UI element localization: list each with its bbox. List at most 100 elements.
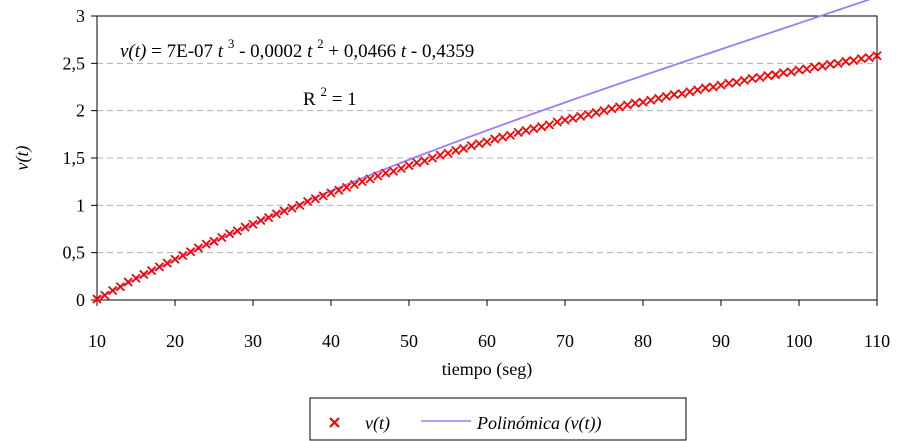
data-point <box>685 87 695 97</box>
data-point <box>318 191 328 201</box>
data-point-stroke <box>848 55 859 66</box>
data-point-stroke <box>412 158 422 168</box>
data-point <box>575 111 586 121</box>
data-point <box>513 127 523 138</box>
data-point-stroke <box>170 254 180 264</box>
data-point <box>677 88 687 99</box>
data-point <box>287 203 297 213</box>
data-point-stroke <box>568 113 578 123</box>
data-point-stroke <box>583 109 594 120</box>
data-point-stroke <box>646 95 656 105</box>
data-point-stroke <box>100 290 110 300</box>
data-point <box>692 85 703 95</box>
equation-var-1: t <box>218 41 224 62</box>
data-point <box>178 250 188 261</box>
data-point <box>809 62 820 72</box>
data-point <box>872 51 882 61</box>
data-point-stroke <box>622 100 633 110</box>
data-point <box>638 97 648 107</box>
data-point <box>349 179 360 190</box>
y-tick-label: 2,5 <box>63 53 86 73</box>
data-point-stroke <box>497 132 508 142</box>
data-point <box>536 122 547 132</box>
y-tick-label: 2 <box>76 101 85 121</box>
data-point-stroke <box>731 77 742 87</box>
data-point-stroke <box>154 262 165 272</box>
data-point-stroke <box>490 134 500 144</box>
data-point <box>653 93 664 103</box>
data-point <box>466 141 477 151</box>
data-point <box>529 124 539 134</box>
data-point-stroke <box>786 67 796 77</box>
trendline-equation: v(t) = 7E-07 t 3 - 0,0002 t 2 + 0,0466 t… <box>120 32 474 62</box>
data-point-stroke <box>653 93 664 103</box>
data-point-stroke <box>396 163 406 174</box>
data-point <box>162 258 172 268</box>
data-point-stroke <box>107 285 118 296</box>
x-tick-label: 10 <box>88 331 106 351</box>
data-point-stroke <box>841 56 851 67</box>
y-tick-label: 0 <box>76 290 85 310</box>
data-point-stroke <box>521 125 531 136</box>
data-point-stroke <box>404 160 414 171</box>
data-point-stroke <box>536 122 547 132</box>
data-point-stroke <box>763 71 773 81</box>
data-point-stroke <box>474 139 484 149</box>
data-point <box>209 236 219 246</box>
data-point-stroke <box>872 51 882 61</box>
y-tick-label: 1 <box>76 195 85 215</box>
legend: v(t) Polinómica (v(t)) <box>309 397 687 441</box>
data-point <box>443 148 453 158</box>
equation-var-3: t <box>401 41 407 62</box>
data-point <box>716 80 726 90</box>
data-point <box>271 209 282 219</box>
data-point-stroke <box>451 145 461 156</box>
data-point-stroke <box>263 213 274 223</box>
data-point-stroke <box>692 85 703 95</box>
legend-box <box>309 397 687 441</box>
data-point-stroke <box>630 98 640 108</box>
x-tick-label: 40 <box>322 331 340 351</box>
data-point-stroke <box>802 64 812 74</box>
data-point-stroke <box>248 219 258 229</box>
data-point <box>724 78 734 88</box>
data-point-stroke <box>575 111 586 121</box>
data-point-stroke <box>115 282 126 292</box>
data-point <box>373 171 383 181</box>
data-point <box>131 273 141 283</box>
data-point-stroke <box>716 80 726 90</box>
data-point-stroke <box>380 168 391 178</box>
data-point-stroke <box>232 226 243 236</box>
data-point-stroke <box>552 117 562 127</box>
data-point-stroke <box>560 115 570 125</box>
data-point-stroke <box>661 91 672 102</box>
data-point <box>833 58 843 68</box>
data-point <box>326 188 336 198</box>
data-point-stroke <box>817 61 828 71</box>
data-point <box>622 100 633 110</box>
x-tick-label: 50 <box>400 331 418 351</box>
data-point <box>848 55 859 66</box>
data-point-stroke <box>146 266 157 276</box>
data-point-stroke <box>513 127 523 138</box>
x-tick-label: 80 <box>634 331 652 351</box>
data-point-stroke <box>466 141 477 151</box>
data-point <box>310 194 321 204</box>
data-point-stroke <box>373 171 383 181</box>
data-point <box>583 109 594 120</box>
legend-label-trendline: Polinómica (v(t)) <box>476 413 601 434</box>
x-tick-label: 100 <box>786 331 813 351</box>
data-point-stroke <box>193 243 204 253</box>
data-point <box>232 226 243 236</box>
data-point-stroke <box>482 137 492 147</box>
data-point <box>100 290 110 300</box>
data-point-stroke <box>505 130 516 140</box>
data-point <box>256 215 266 226</box>
data-point <box>770 70 781 80</box>
data-point-stroke <box>162 258 172 268</box>
data-point <box>731 77 742 87</box>
y-tick-label: 3 <box>76 6 85 26</box>
data-point <box>739 75 750 86</box>
data-point <box>497 132 508 142</box>
tick-labels: 0 0,5 1 1,5 2 2,5 3 10 20 30 40 50 60 70 80 90 100 110 <box>63 6 891 351</box>
